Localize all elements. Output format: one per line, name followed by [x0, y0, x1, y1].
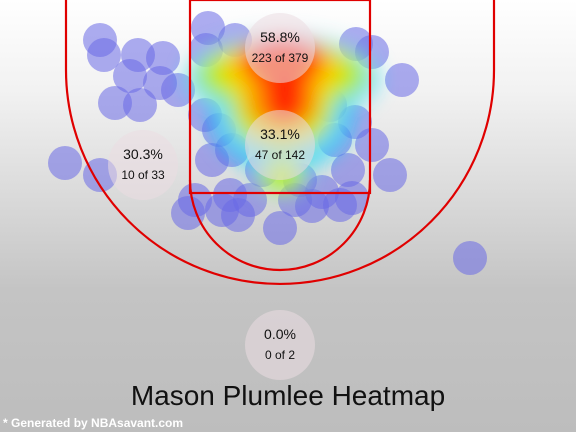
shot-dot	[331, 153, 365, 187]
zone-mid-range-left: 30.3% 10 of 33	[108, 130, 178, 200]
zone-percentage: 58.8%	[260, 29, 300, 45]
free-throw-arc	[188, 179, 372, 272]
zone-count: 223 of 379	[251, 51, 309, 65]
shot-dot	[373, 158, 407, 192]
shot-dot	[453, 241, 487, 275]
shot-dot	[123, 88, 157, 122]
zone-restricted-area: 58.8% 223 of 379	[245, 13, 315, 83]
zone-percentage: 0.0%	[264, 326, 296, 342]
zone-count: 0 of 2	[264, 348, 296, 362]
shot-dot	[171, 196, 205, 230]
shot-dot	[385, 63, 419, 97]
three-point-line	[64, 0, 496, 286]
credit-text: * Generated by NBAsavant.com	[3, 416, 184, 430]
shot-dot	[146, 41, 180, 75]
zone-paint: 33.1% 47 of 142	[245, 110, 315, 180]
paint-box	[188, 0, 372, 195]
zone-count: 47 of 142	[254, 148, 306, 162]
shot-dot	[263, 211, 297, 245]
zone-count: 10 of 33	[121, 168, 165, 182]
zone-backcourt: 0.0% 0 of 2	[245, 310, 315, 380]
shot-dot	[233, 183, 267, 217]
shot-dot	[113, 59, 147, 93]
zone-percentage: 30.3%	[123, 146, 163, 162]
shot-dot	[355, 128, 389, 162]
shot-dot	[195, 143, 229, 177]
shot-dot	[161, 73, 195, 107]
shot-dot	[335, 181, 369, 215]
zone-percentage: 33.1%	[260, 126, 300, 142]
shot-dot	[98, 86, 132, 120]
court-lines	[64, 0, 496, 286]
chart-title: Mason Plumlee Heatmap	[130, 380, 446, 411]
shot-dot	[87, 38, 121, 72]
shot-dot	[48, 146, 82, 180]
